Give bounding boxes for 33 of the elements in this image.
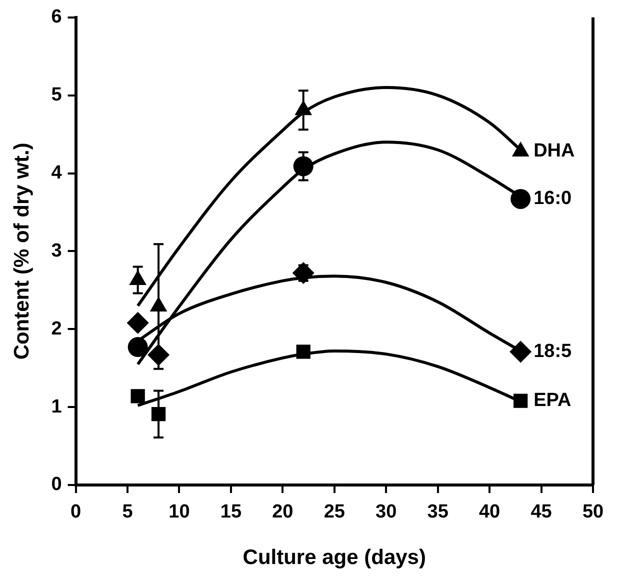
point — [126, 312, 149, 334]
y-tick-label: 5 — [51, 84, 62, 106]
point — [510, 340, 532, 363]
point — [292, 262, 314, 284]
x-tick-label: 40 — [478, 502, 500, 523]
x-tick-label: 45 — [530, 502, 552, 523]
x-tick-label: 50 — [582, 502, 604, 523]
point — [128, 337, 148, 358]
point — [510, 188, 531, 209]
y-tick-label: 6 — [51, 6, 62, 28]
x-tick-label: 5 — [122, 502, 134, 523]
x-axis-title: Culture age (days) — [242, 546, 426, 570]
series-label: DHA — [534, 140, 576, 162]
y-axis-title: Content (% of dry wt.) — [10, 142, 34, 360]
y-tick-label: 3 — [51, 240, 62, 262]
point — [296, 344, 310, 359]
series-label: 18:5 — [534, 340, 572, 362]
y-tick-label: 4 — [51, 162, 62, 184]
y-tick-label: 1 — [51, 396, 62, 418]
point — [512, 141, 530, 156]
point — [130, 389, 145, 404]
series-label: 16:0 — [534, 188, 572, 210]
x-tick-label: 30 — [376, 502, 397, 523]
point — [514, 394, 528, 408]
y-tick-label: 0 — [51, 474, 62, 496]
y-tick-label: 2 — [51, 318, 62, 340]
x-tick-label: 15 — [220, 502, 242, 523]
x-tick-label: 25 — [324, 502, 346, 523]
x-tick-label: 10 — [168, 502, 190, 523]
x-tick-label: 35 — [427, 502, 449, 523]
series-label: EPA — [534, 390, 572, 412]
x-tick-label: 20 — [272, 502, 294, 523]
x-tick-label: 0 — [70, 502, 82, 523]
